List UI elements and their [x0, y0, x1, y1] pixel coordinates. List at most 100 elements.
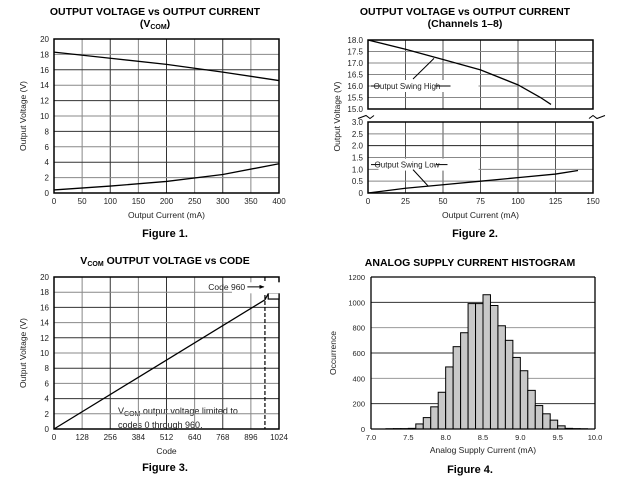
fig4-histogram-bar — [534, 405, 544, 430]
fig4-caption: Figure 4. — [447, 464, 493, 476]
fig4-histogram-bar — [452, 346, 462, 430]
fig4-histogram-bar — [445, 366, 454, 430]
fig2-xtick-label: 25 — [401, 197, 410, 206]
fig2-xtick-label: 100 — [511, 197, 525, 206]
fig4-histogram-bar — [542, 413, 551, 430]
fig2-ytick-label: 2.0 — [352, 142, 364, 151]
fig2-subtitle: (Channels 1–8) — [427, 18, 503, 30]
fig3-ytick-label: 12 — [40, 334, 49, 343]
fig1-ytick-label: 2 — [45, 174, 50, 183]
fig3-ylabel: Output Voltage (V) — [18, 318, 28, 388]
fig3-plot-frame — [53, 276, 280, 430]
fig1-xtick-label: 150 — [132, 197, 146, 206]
fig1-subtitle-main: V — [143, 18, 151, 30]
fig3-ytick-label: 20 — [40, 273, 49, 282]
fig3-xtick-label: 1024 — [270, 433, 288, 442]
fig3-ytick-label: 0 — [45, 425, 50, 434]
fig1-caption: Figure 1. — [142, 228, 188, 240]
fig2-upper-frame — [367, 39, 594, 110]
fig4-histogram-bar — [519, 370, 529, 430]
fig1-ytick-label: 8 — [45, 127, 50, 136]
fig3-xtick-label: 640 — [188, 433, 202, 442]
fig2-xtick-label: 150 — [586, 197, 600, 206]
fig2-axis-break-right-icon — [588, 114, 606, 120]
fig2-ytick-label: 15.5 — [347, 94, 363, 103]
fig4-histogram-bar — [475, 303, 484, 430]
fig4-ylabel: Occurrence — [328, 331, 338, 375]
fig4-histogram-bar — [489, 305, 499, 430]
fig2-ytick-label: 18.0 — [347, 36, 363, 45]
fig3-caption: Figure 3. — [142, 462, 188, 474]
fig2-ytick-label: 1.5 — [352, 154, 364, 163]
fig4-histogram-bar — [497, 325, 506, 430]
fig3-ytick-label: 18 — [40, 288, 49, 297]
fig2-xtick-label: 50 — [439, 197, 448, 206]
fig4-xtick-label: 10.0 — [588, 433, 603, 442]
fig1-xtick-label: 100 — [104, 197, 118, 206]
fig2-xlabel: Output Current (mA) — [442, 210, 519, 220]
fig4-histogram-bar — [415, 423, 424, 430]
fig4-ytick-label: 1000 — [348, 298, 365, 307]
fig3-note-line2: codes 0 through 960. — [118, 420, 203, 430]
fig3-code-label-bg — [231, 282, 282, 294]
fig1-ytick-label: 20 — [40, 35, 49, 44]
fig1-title-text: OUTPUT VOLTAGE vs OUTPUT CURRENT — [49, 6, 261, 18]
fig3-series-line — [53, 299, 266, 430]
fig2-annot-bg-low — [378, 158, 479, 171]
fig4-xtick-label: 7.5 — [403, 433, 413, 442]
fig4-ytick-label: 600 — [352, 349, 365, 358]
fig1-xtick-label: 300 — [216, 197, 230, 206]
fig2-ylabel: Output Voltage (V) — [332, 81, 342, 151]
fig4-histogram-bar — [460, 332, 469, 430]
fig1-xtick-label: 400 — [272, 197, 286, 206]
fig1-ytick-label: 14 — [40, 81, 49, 90]
fig3-title: VCOM OUTPUT VOLTAGE vs CODE — [0, 255, 330, 268]
fig4-histogram-bar — [527, 389, 536, 430]
fig2-caption: Figure 2. — [452, 228, 498, 240]
fig1-ylabel: Output Voltage (V) — [18, 81, 28, 151]
fig2-lower-frame — [367, 121, 594, 194]
fig3-xtick-label: 768 — [216, 433, 230, 442]
fig2-ytick-label: 2.5 — [352, 130, 364, 139]
fig1-xlabel: Output Current (mA) — [128, 210, 205, 220]
fig3-xtick-label: 512 — [160, 433, 174, 442]
fig4-title: ANALOG SUPPLY CURRENT HISTOGRAM — [364, 257, 576, 269]
fig2-ytick-label: 1.0 — [352, 165, 364, 174]
fig3-ytick-label: 6 — [45, 379, 50, 388]
fig2-ytick-label: 16.5 — [347, 71, 363, 80]
fig3-limit-box — [267, 292, 280, 300]
fig3-ytick-label: 16 — [40, 303, 49, 312]
fig2-ytick-label: 0.5 — [352, 177, 364, 186]
fig4-histogram-bar — [549, 419, 559, 430]
fig2-ytick-label: 17.5 — [347, 48, 363, 57]
fig4-ytick-label: 1200 — [348, 273, 365, 282]
fig4-histogram-bar — [504, 339, 514, 430]
fig1-plot-frame — [53, 38, 280, 194]
fig3-xtick-label: 256 — [104, 433, 118, 442]
fig2-ytick-label: 15.0 — [347, 105, 363, 114]
fig1-ytick-label: 18 — [40, 50, 49, 59]
fig1-xtick-label: 250 — [188, 197, 202, 206]
fig3-note-sub: COM — [124, 411, 141, 418]
fig1-ytick-label: 6 — [45, 143, 50, 152]
fig1-title: OUTPUT VOLTAGE vs OUTPUT CURRENT (VCOM) — [0, 6, 310, 31]
fig3-ytick-label: 10 — [40, 349, 49, 358]
fig2-series-line-1 — [367, 169, 579, 194]
fig1-subtitle: (VCOM) — [139, 18, 171, 31]
fig1-ytick-label: 4 — [45, 158, 50, 167]
fig1-ytick-label: 16 — [40, 66, 49, 75]
fig4-histogram-bar — [437, 391, 447, 430]
fig2-arrow-low-icon — [412, 169, 429, 187]
fig3-ytick-label: 8 — [45, 364, 50, 373]
fig3-title-main: V — [80, 255, 88, 267]
fig3-ytick-label: 4 — [45, 395, 50, 404]
fig1-subtitle-sub: COM — [150, 24, 167, 31]
fig4-histogram-bar — [467, 303, 477, 430]
fig3-title-sub: COM — [87, 261, 104, 268]
fig2-xtick-label: 75 — [476, 197, 485, 206]
fig4-histogram-bar — [430, 406, 439, 430]
fig3-xtick-label: 384 — [132, 433, 146, 442]
fig1-xtick-label: 200 — [160, 197, 174, 206]
fig1-series-line-1 — [53, 163, 280, 191]
